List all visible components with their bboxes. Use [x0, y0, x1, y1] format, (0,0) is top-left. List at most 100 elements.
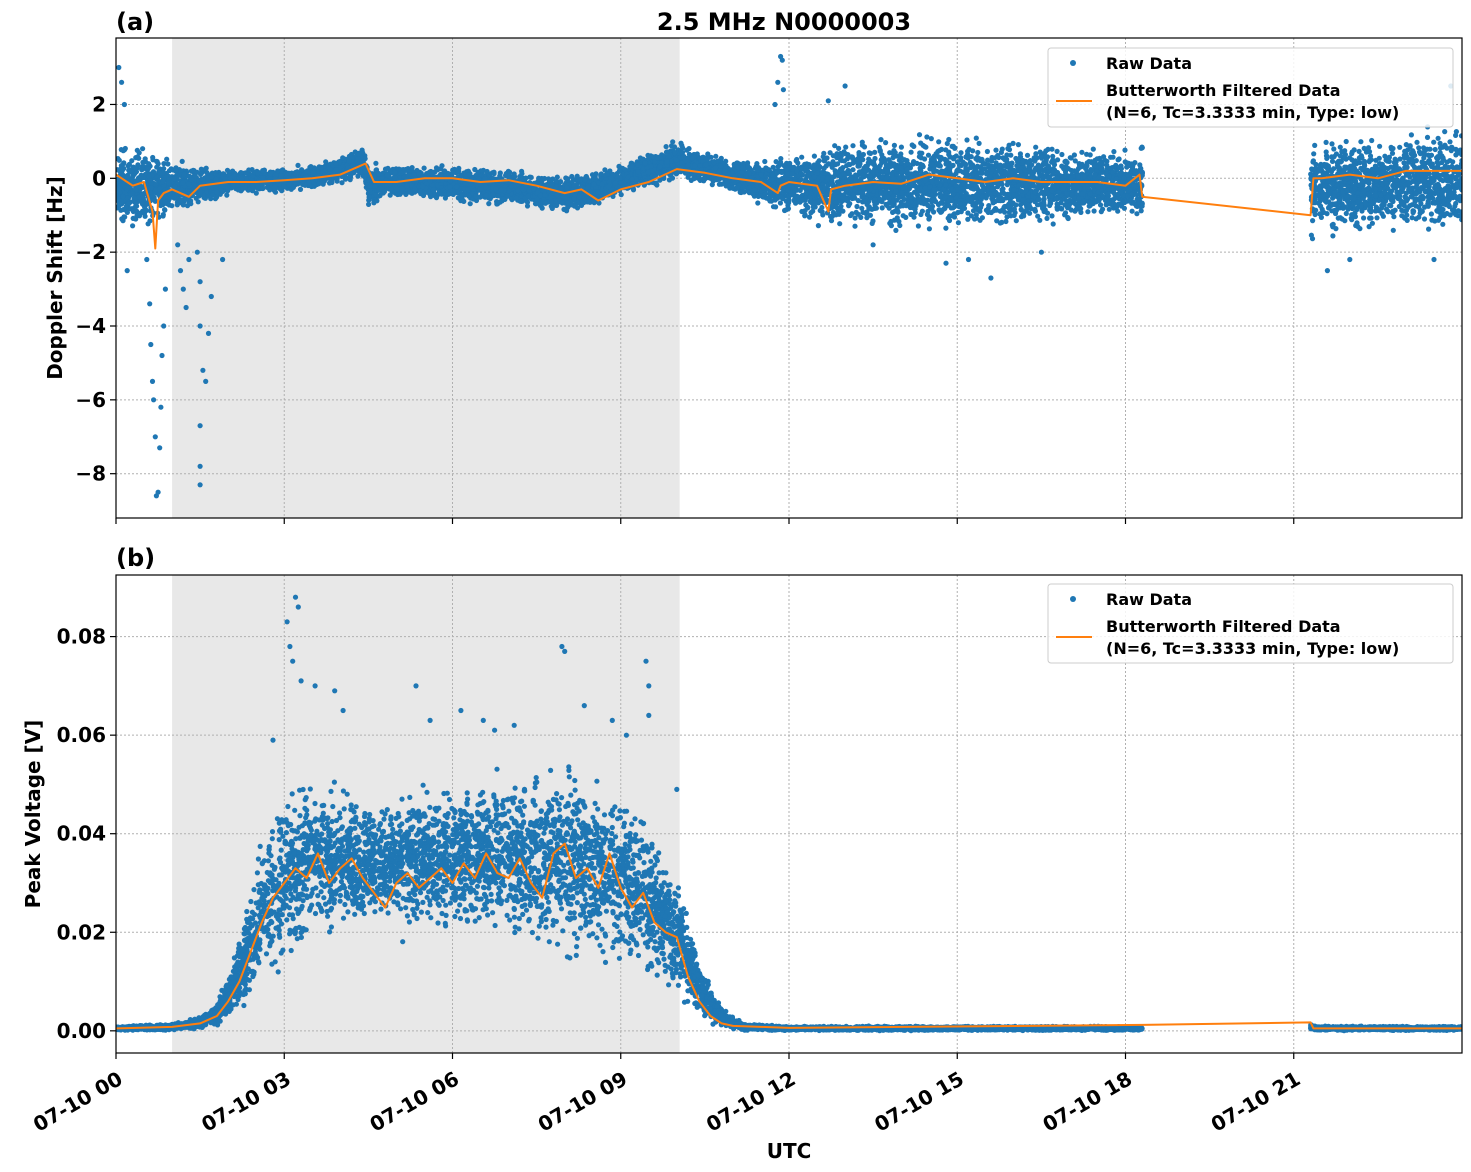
- panel-a-plot-area: [116, 53, 1462, 499]
- raw-data-point: [373, 160, 379, 166]
- raw-data-point: [1004, 214, 1010, 220]
- raw-data-point: [1091, 208, 1097, 214]
- raw-data-point: [936, 154, 942, 160]
- raw-data-point: [864, 215, 870, 221]
- raw-data-point: [891, 142, 898, 148]
- raw-data-point: [709, 182, 715, 188]
- raw-data-point: [1018, 206, 1024, 212]
- raw-data-point: [898, 160, 905, 166]
- panel-a-shade-layer: [172, 38, 680, 518]
- raw-data-point: [850, 143, 856, 149]
- chart-title: 2.5 MHz N0000003: [657, 8, 911, 36]
- raw-data-point: [691, 176, 697, 182]
- raw-data-point: [1049, 146, 1055, 152]
- raw-data-point: [618, 192, 624, 198]
- raw-data-point: [671, 144, 678, 150]
- raw-data-point: [339, 180, 345, 186]
- raw-data-point: [297, 186, 304, 192]
- raw-data-point: [973, 212, 979, 218]
- raw-data-point: [179, 158, 185, 164]
- raw-data-point: [1009, 160, 1015, 166]
- raw-data-point: [467, 201, 473, 207]
- raw-data-point: [968, 213, 975, 219]
- raw-data-point: [943, 225, 949, 231]
- raw-data-point: [817, 207, 823, 214]
- raw-data-point: [777, 200, 784, 206]
- raw-data-point: [145, 166, 151, 172]
- raw-data-point: [872, 149, 878, 155]
- raw-data-point: [161, 161, 167, 167]
- raw-data-point: [878, 137, 884, 143]
- raw-data-point: [1035, 213, 1041, 219]
- raw-data-point: [1037, 149, 1043, 155]
- raw-data-point: [524, 203, 531, 209]
- raw-data-point: [869, 220, 875, 226]
- raw-data-point: [1033, 144, 1039, 150]
- raw-data-point: [558, 179, 564, 185]
- raw-data-point: [998, 149, 1005, 155]
- raw-data-point: [962, 161, 968, 167]
- raw-data-point: [867, 150, 874, 156]
- raw-data-point: [955, 220, 962, 226]
- raw-data-point: [806, 214, 813, 220]
- raw-data-point: [130, 223, 136, 229]
- raw-data-point: [713, 153, 719, 159]
- shaded-region: [172, 38, 680, 518]
- raw-data-point: [433, 195, 440, 201]
- raw-data-point: [852, 223, 858, 229]
- raw-data-point: [898, 144, 905, 150]
- raw-data-point: [830, 159, 836, 165]
- raw-data-point: [323, 159, 329, 165]
- raw-data-point: [1049, 213, 1055, 219]
- raw-data-point: [1049, 188, 1055, 194]
- raw-data-point: [670, 139, 676, 145]
- raw-data-point: [1111, 149, 1117, 155]
- raw-data-point: [985, 157, 991, 163]
- raw-data-point: [803, 202, 809, 208]
- raw-data-point: [180, 202, 186, 208]
- raw-data-point: [976, 140, 982, 146]
- raw-data-point: [129, 158, 135, 164]
- raw-data-point: [993, 147, 999, 153]
- raw-data-point: [1090, 146, 1096, 152]
- raw-data-point: [924, 134, 930, 140]
- raw-data-point: [427, 191, 433, 197]
- raw-data-point: [663, 144, 669, 150]
- raw-data-point: [1044, 215, 1050, 221]
- raw-data-point: [802, 212, 808, 218]
- raw-data-point: [140, 146, 146, 152]
- raw-data-point: [973, 135, 979, 141]
- raw-data-point: [486, 201, 492, 207]
- raw-data-point: [908, 149, 914, 155]
- raw-data-point: [1021, 213, 1027, 219]
- series-raw-data: [116, 53, 1462, 499]
- raw-data-point: [347, 177, 353, 183]
- raw-data-point: [1050, 153, 1056, 159]
- raw-data-point: [928, 136, 934, 142]
- raw-data-point: [762, 158, 768, 165]
- raw-data-point: [1050, 221, 1056, 227]
- raw-data-point: [1002, 209, 1008, 215]
- raw-data-point: [1008, 152, 1014, 158]
- raw-data-point: [837, 221, 843, 227]
- panel-a: (a) 2.5 MHz N0000003 20−2−4−6−8 Doppler …: [43, 8, 1463, 524]
- raw-data-point: [591, 200, 597, 206]
- raw-data-point: [984, 208, 990, 214]
- raw-data-point: [1011, 206, 1018, 212]
- raw-data-point: [716, 181, 723, 187]
- raw-data-point: [964, 137, 970, 143]
- raw-data-point: [409, 165, 415, 171]
- raw-data-point: [145, 221, 151, 227]
- raw-data-point: [832, 143, 838, 149]
- raw-data-point: [1015, 142, 1022, 148]
- raw-data-point: [1002, 157, 1008, 163]
- raw-data-point: [843, 144, 849, 150]
- panel-a-label: (a): [116, 8, 154, 36]
- raw-data-point: [936, 139, 942, 145]
- raw-data-point: [1054, 148, 1060, 154]
- raw-data-point: [1059, 151, 1065, 158]
- raw-data-point: [808, 210, 814, 216]
- raw-data-point: [1041, 208, 1047, 215]
- raw-data-point: [559, 200, 565, 206]
